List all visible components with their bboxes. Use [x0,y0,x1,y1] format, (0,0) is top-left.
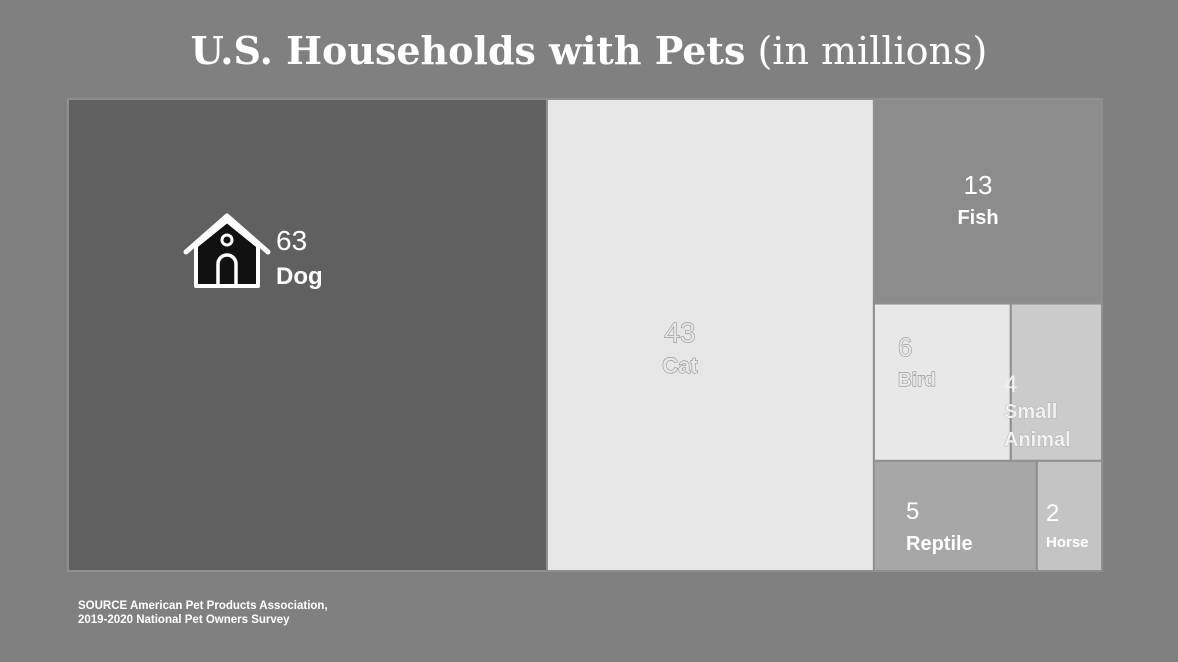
category-label-small-animal-line-1: Small [1004,401,1057,423]
source-line-2: 2019-2020 National Pet Owners Survey [78,614,290,626]
tile-horse [1035,459,1103,572]
tile-dog [67,98,548,572]
tile-cat [545,98,875,572]
category-label-bird: Bird [898,370,936,391]
category-label-reptile: Reptile [906,533,973,555]
value-label-horse: 2 [1046,500,1059,527]
category-label-horse: Horse [1046,534,1089,551]
chart-title-suffix: (in millions) [757,29,988,73]
category-label-small-animal-line-2: Animal [1004,429,1071,451]
value-label-dog: 63 [276,225,307,256]
category-label-cat: Cat [662,353,698,378]
category-label-dog: Dog [276,263,323,290]
source-note: SOURCE American Pet Products Association… [78,599,328,627]
value-label-reptile: 5 [906,498,919,525]
tile-fish [872,98,1103,305]
chart-title: U.S. Households with Pets (in millions) [0,28,1178,73]
tile-bird [872,302,1012,462]
value-label-small-animal: 4 [1004,371,1017,398]
value-label-cat: 43 [664,317,695,348]
dog-house-icon [183,213,271,288]
value-label-fish: 13 [964,170,993,200]
chart-title-bold: U.S. Households with Pets [190,28,746,73]
category-label-fish: Fish [957,207,998,229]
source-line-1: SOURCE American Pet Products Association… [78,600,328,612]
value-label-bird: 6 [898,332,912,362]
